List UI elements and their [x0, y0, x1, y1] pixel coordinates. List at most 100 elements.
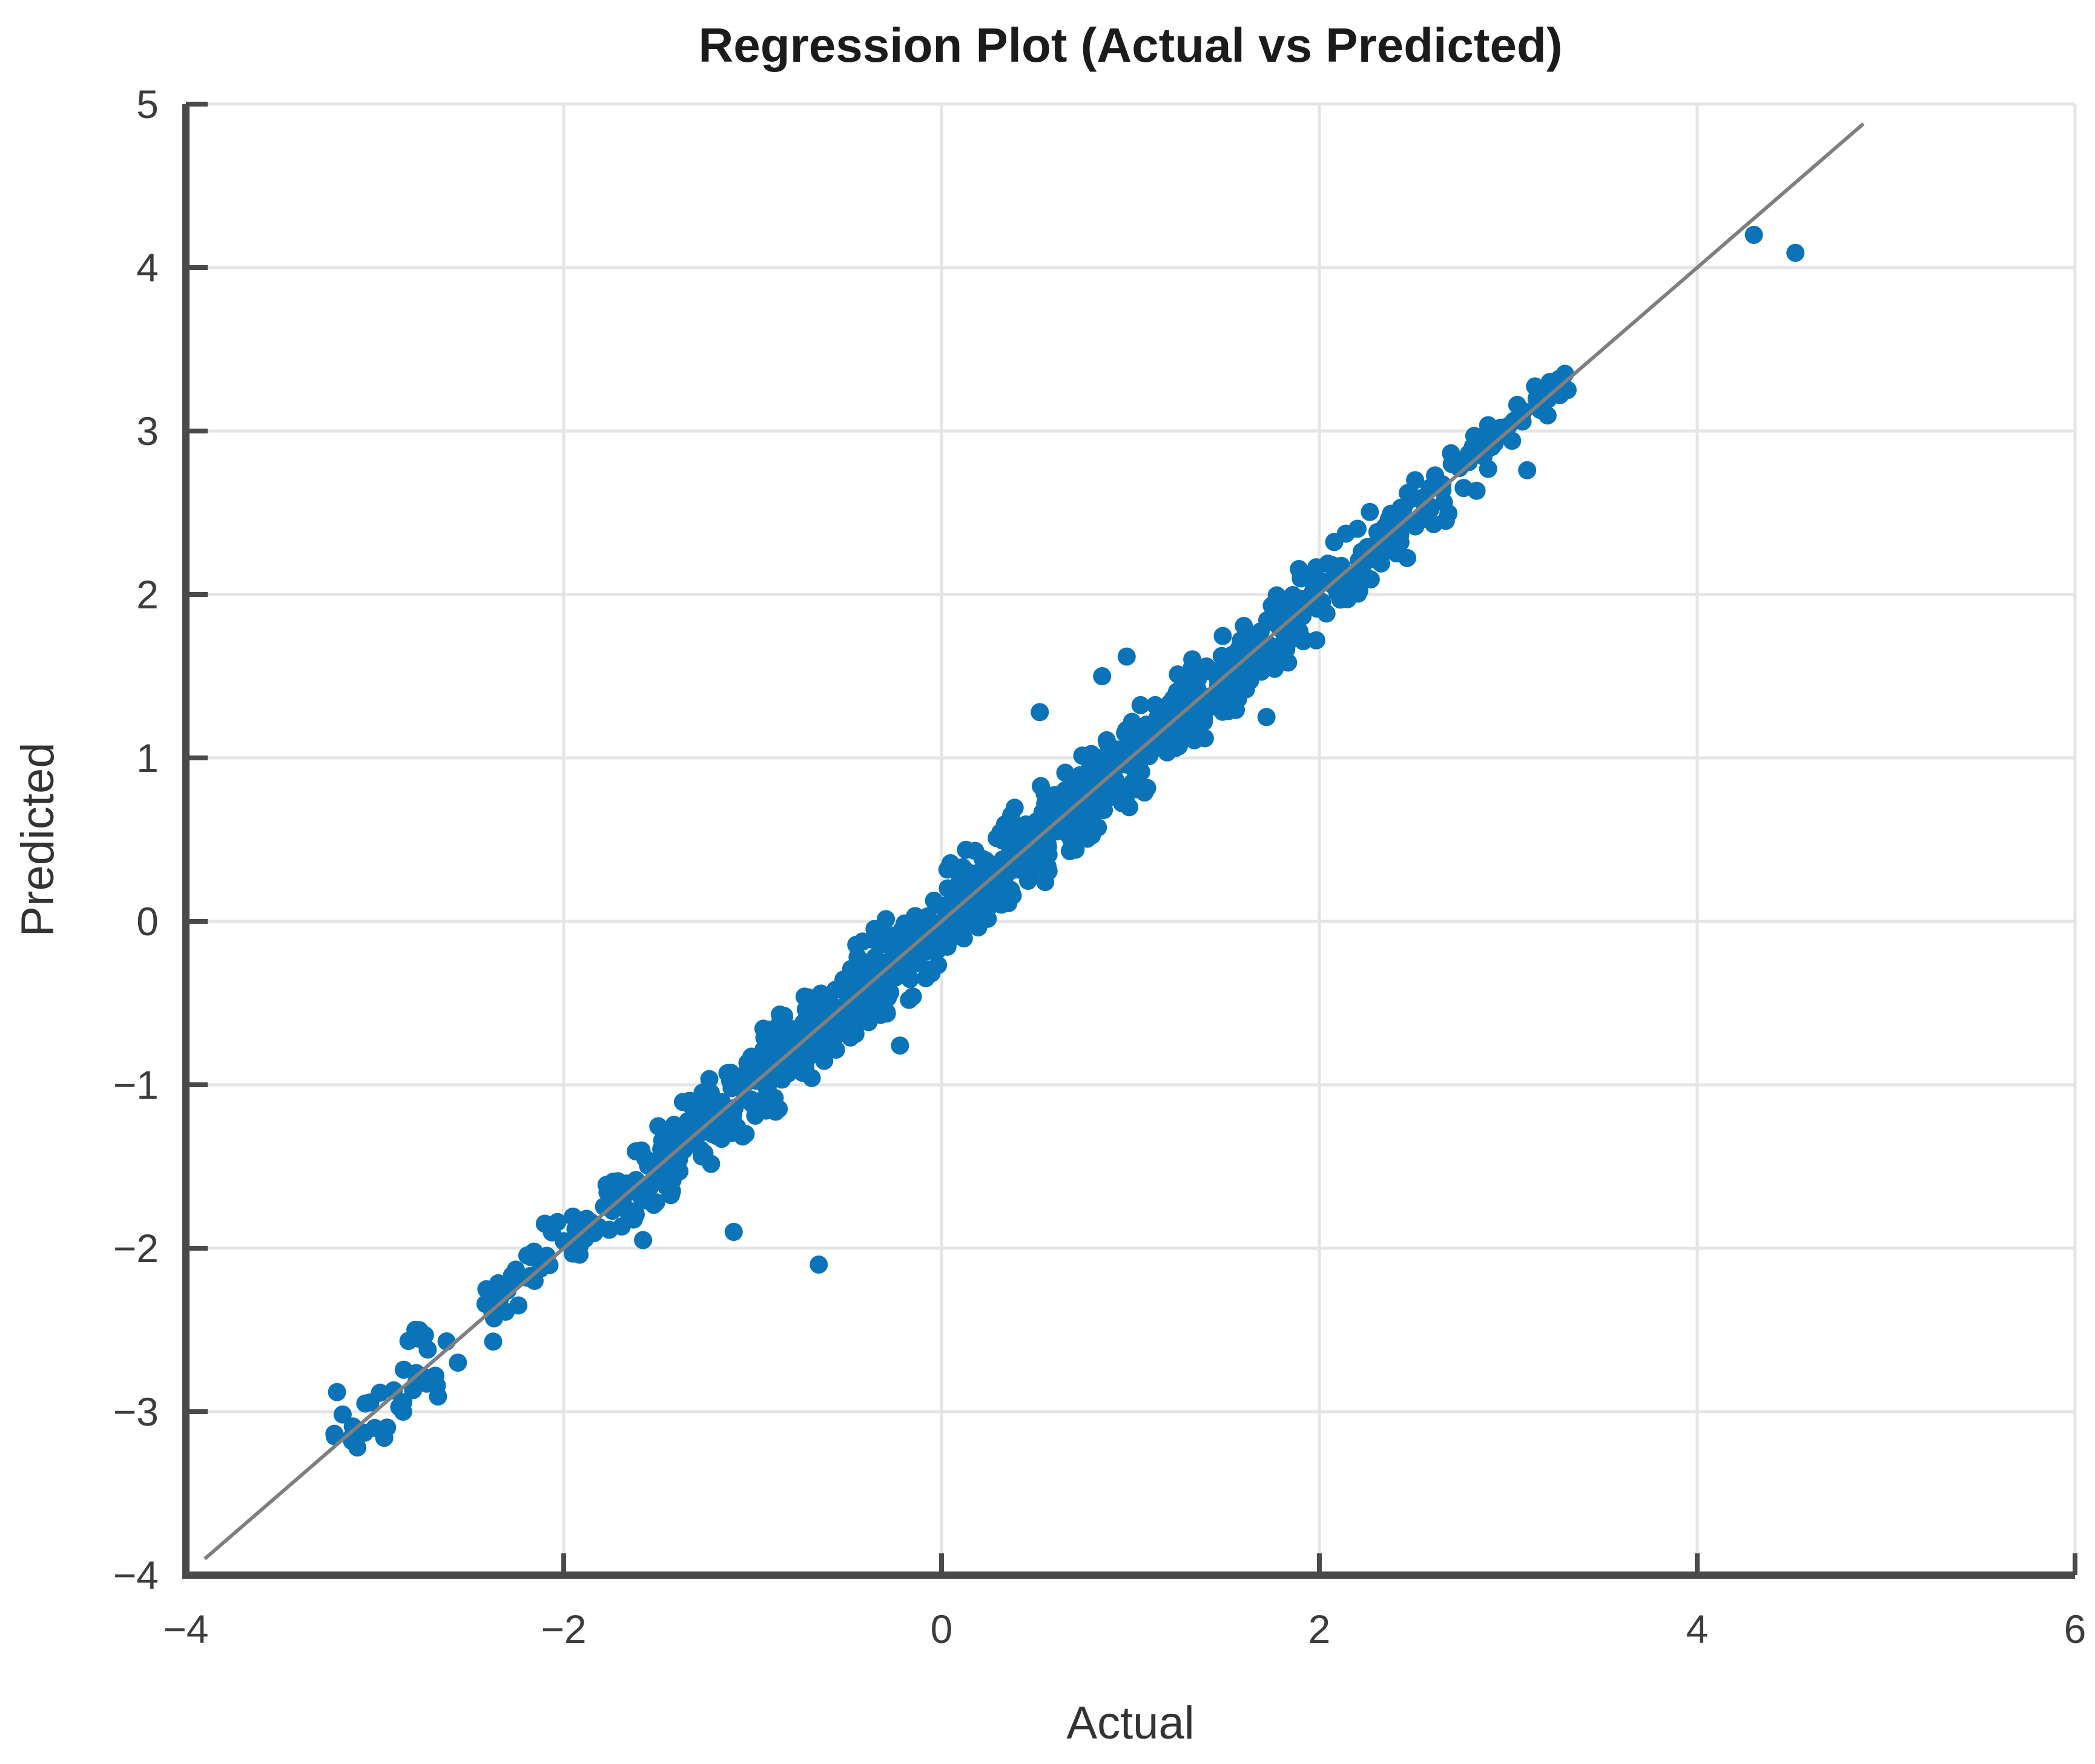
scatter-point [826, 1041, 845, 1059]
scatter-outlier-point [724, 1223, 743, 1241]
scatter-point [612, 1217, 631, 1236]
x-tick-label: 0 [931, 1607, 953, 1651]
scatter-point [1071, 814, 1090, 832]
scatter-point [1113, 794, 1132, 812]
scatter-outlier-point [426, 1366, 444, 1385]
scatter-outlier-point [891, 1036, 909, 1055]
scatter-outlier-point [1744, 226, 1763, 244]
scatter-point [399, 1332, 418, 1351]
scatter-outlier-point [1476, 438, 1495, 456]
scatter-point [1292, 569, 1310, 588]
scatter-outlier-point [418, 1340, 437, 1359]
x-tick-label: −2 [541, 1607, 586, 1651]
scatter-outlier-point [394, 1403, 412, 1421]
scatter-point [1195, 729, 1214, 748]
grid-layer [184, 102, 2077, 1577]
scatter-outlier-point [1093, 667, 1112, 685]
scatter-outlier-point [1031, 703, 1049, 722]
scatter-point [826, 981, 845, 999]
scatter-point [665, 1116, 684, 1134]
scatter-point [1265, 659, 1284, 678]
scatter-outlier-point [1117, 647, 1136, 666]
scatter-point [969, 914, 988, 933]
scatter-point [957, 840, 975, 859]
scatter-point [794, 1057, 813, 1076]
scatter-point [1420, 478, 1439, 497]
scatter-point [649, 1117, 668, 1136]
scatter-outlier-point [1786, 243, 1805, 262]
y-tick-label: 4 [136, 245, 159, 290]
identity-reference-line [203, 122, 1865, 1561]
x-tick-label: −4 [163, 1607, 208, 1651]
scatter-point [770, 1005, 789, 1024]
y-tick-label: −1 [113, 1062, 159, 1107]
y-tick-label: −2 [113, 1226, 159, 1271]
scatter-point [1222, 684, 1241, 703]
scatter-point [1097, 731, 1116, 749]
scatter-point [910, 909, 929, 927]
scatter-point [693, 1083, 712, 1102]
scatter-point [938, 860, 957, 879]
scatter-point [1063, 779, 1082, 798]
scatter-point [564, 1207, 582, 1226]
scatter-point [823, 1002, 842, 1021]
scatter-point [610, 1187, 628, 1206]
scatter-point [755, 1028, 774, 1047]
scatter-outlier-point [328, 1383, 346, 1401]
scatter-point [1132, 763, 1150, 782]
scatter-point [627, 1142, 645, 1161]
scatter-outlier-point [1518, 461, 1537, 479]
scatter-outlier-point [384, 1381, 403, 1400]
scatter-point [994, 831, 1012, 850]
scatter-point [627, 1171, 645, 1190]
scatter-point [1479, 459, 1497, 478]
x-axis-label: Actual [1066, 1697, 1194, 1749]
scatter-point [394, 1360, 413, 1379]
scatter-point [1027, 855, 1046, 874]
scatter-point [896, 914, 914, 933]
scatter-outlier-point [634, 1231, 653, 1249]
scatter-point [333, 1405, 352, 1424]
scatter-point [1451, 458, 1470, 476]
scatter-point [891, 959, 909, 978]
scatter-point [876, 932, 895, 950]
scatter-point [1164, 689, 1183, 708]
scatter-outlier-point [375, 1429, 394, 1447]
scatter-point [1035, 784, 1054, 803]
scatter-point [746, 1106, 765, 1125]
scatter-point [1080, 787, 1099, 806]
scatter-point [682, 1098, 701, 1116]
scatter-point [1089, 749, 1107, 768]
scatter-point [1227, 700, 1245, 719]
scatter-point [1230, 639, 1249, 658]
scatter-points-layer [325, 226, 1805, 1457]
y-tick-label: 2 [136, 572, 159, 617]
scatter-point [847, 935, 866, 954]
scatter-point [661, 1183, 680, 1202]
scatter-point [1406, 471, 1425, 490]
axis-spines [182, 104, 2075, 1579]
scatter-point [744, 1049, 762, 1068]
scatter-outlier-point [509, 1296, 528, 1315]
scatter-point [1148, 708, 1167, 727]
scatter-point [1262, 596, 1281, 615]
scatter-point [1261, 610, 1279, 628]
scatter-point [1060, 841, 1079, 860]
scatter-outlier-point [1540, 373, 1559, 391]
scatter-point [1294, 632, 1313, 651]
x-tick-label: 6 [2064, 1607, 2087, 1651]
scatter-point [325, 1424, 344, 1443]
scatter-point [1180, 715, 1199, 734]
y-tick-label: 3 [136, 409, 159, 453]
axis-layer: −4 −2 0 2 4 6 −4 −3 −2 −1 0 1 2 3 4 5 [113, 82, 2087, 1651]
scatter-outlier-point [535, 1214, 554, 1233]
scatter-point [1014, 826, 1032, 845]
y-axis-label: Predicted [12, 742, 64, 936]
identity-line-layer [203, 122, 1865, 1561]
scatter-point [903, 987, 922, 1006]
scatter-point [1189, 670, 1207, 688]
scatter-point [618, 1200, 637, 1219]
scatter-point [954, 929, 973, 948]
y-tick-label: −4 [113, 1553, 159, 1598]
scatter-point [586, 1217, 604, 1236]
